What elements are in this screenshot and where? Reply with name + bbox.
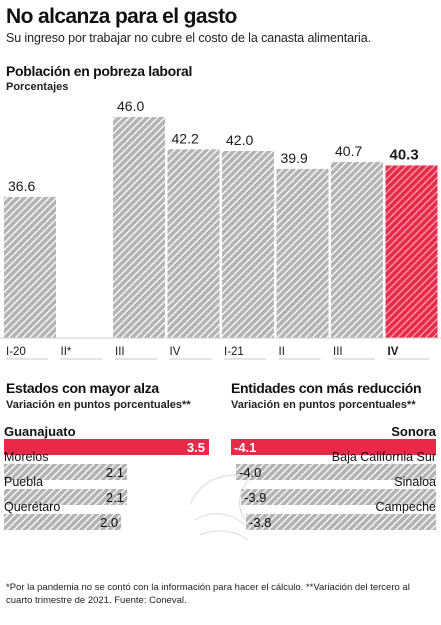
right-value-label-2: -3.9 xyxy=(244,490,266,505)
bar-7 xyxy=(385,165,438,338)
left-bar-2 xyxy=(4,489,127,505)
tick-label-1: II* xyxy=(61,346,72,358)
left-value-label-0: 3.5 xyxy=(187,440,205,455)
footnote: *Por la pandemia no se contó con la info… xyxy=(6,582,410,606)
left-bar-1 xyxy=(4,464,127,480)
main-chart-subtitle: Porcentajes xyxy=(6,81,69,93)
tick-label-7: IV xyxy=(388,346,399,358)
state-variation-charts: Guanajuato 3.5 Morelos 2.1 Puebla 2.1 Querétar… xyxy=(4,424,437,541)
left-panel-subtitle: Variación en puntos porcentuales** xyxy=(6,399,191,411)
page-subtitle: Su ingreso por trabajar no cubre el cost… xyxy=(6,31,371,45)
bar-5 xyxy=(276,168,329,338)
value-label-5: 39.9 xyxy=(281,150,308,166)
right-panel-title: Entidades con más reducción xyxy=(231,380,422,396)
left-state-name-3: Querétaro xyxy=(4,500,60,514)
value-label-3: 42.2 xyxy=(172,130,199,146)
value-label-2: 46.0 xyxy=(117,98,144,114)
right-bar-3 xyxy=(246,514,436,530)
right-panel-subtitle: Variación en puntos porcentuales** xyxy=(231,399,416,411)
right-state-name-2: Sinaloa xyxy=(394,475,436,489)
right-bar-2 xyxy=(241,489,436,505)
page-title: No alcanza para el gasto xyxy=(6,5,237,28)
main-chart-title: Población en pobreza laboral xyxy=(6,63,193,79)
left-bar-3 xyxy=(4,514,122,530)
right-state-name-3: Campeche xyxy=(376,500,436,514)
bar-2 xyxy=(113,117,165,338)
left-value-label-2: 2.1 xyxy=(106,490,124,505)
left-value-label-3: 2.0 xyxy=(100,515,118,530)
tick-label-5: II xyxy=(279,346,285,358)
left-state-name-1: Morelos xyxy=(4,450,48,464)
left-value-label-1: 2.1 xyxy=(106,465,124,480)
tick-label-2: III xyxy=(115,346,125,358)
value-label-6: 40.7 xyxy=(335,143,362,159)
tick-label-3: IV xyxy=(170,346,181,358)
bar-3 xyxy=(167,149,220,338)
right-value-label-0: -4.1 xyxy=(234,440,256,455)
left-state-name-2: Puebla xyxy=(4,475,43,489)
tick-label-4: I-21 xyxy=(224,346,244,358)
right-value-label-1: -4.0 xyxy=(239,465,261,480)
eagle-watermark xyxy=(189,474,251,541)
left-panel-title: Estados con mayor alza xyxy=(6,380,159,396)
poverty-bar-chart: 36.6 I-20 II* 46.0 III 42.2 IV 42.0 I-21 39.9 II 40… xyxy=(0,98,441,360)
bar-4 xyxy=(222,151,274,338)
value-label-4: 42.0 xyxy=(226,132,253,148)
bar-6 xyxy=(331,162,383,338)
right-bar-1 xyxy=(236,464,436,480)
left-state-name-0: Guanajuato xyxy=(4,424,76,439)
left-bar-0 xyxy=(4,439,209,455)
right-bar-0 xyxy=(231,439,436,455)
bar-0 xyxy=(4,196,56,338)
value-label-7: 40.3 xyxy=(390,146,419,163)
right-state-name-0: Sonora xyxy=(391,424,437,439)
tick-label-6: III xyxy=(333,346,343,358)
right-state-name-1: Baja California Sur xyxy=(332,450,436,464)
right-value-label-3: -3.8 xyxy=(249,515,271,530)
value-label-0: 36.6 xyxy=(8,178,35,194)
tick-label-0: I-20 xyxy=(6,346,26,358)
